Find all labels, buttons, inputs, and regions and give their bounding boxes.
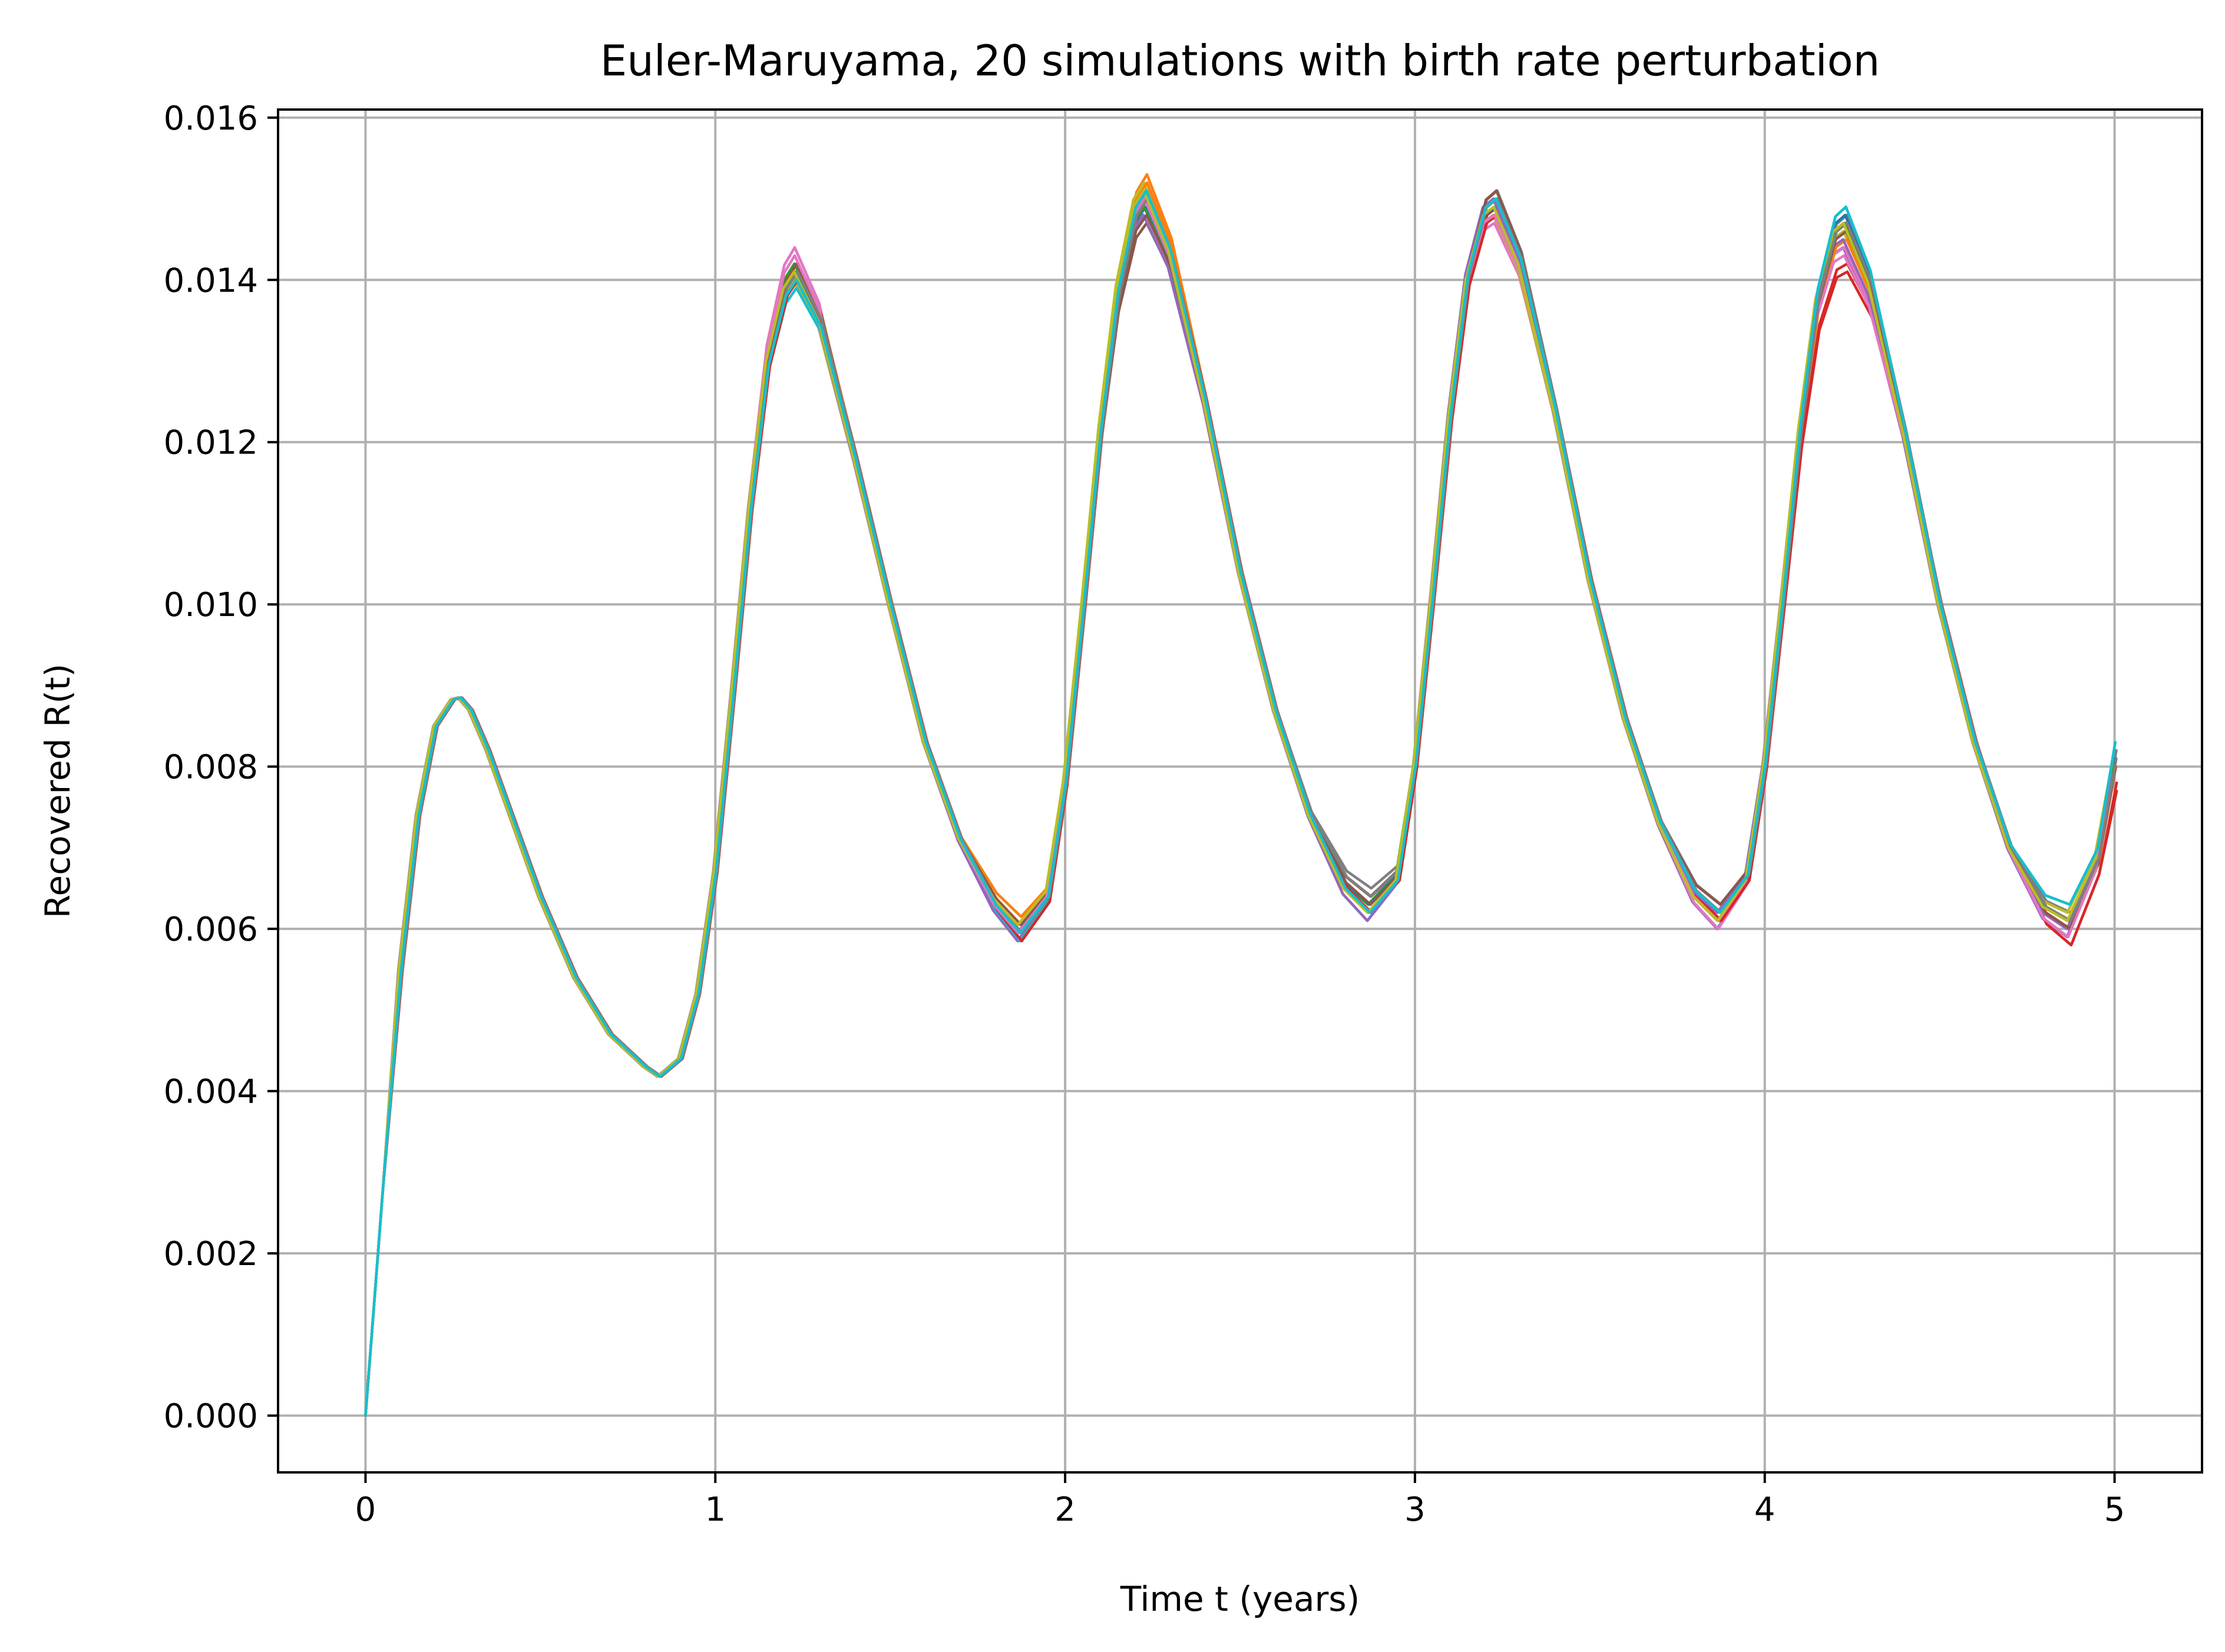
plot-frame: [277, 108, 2203, 1474]
y-tick-label: 0.008: [164, 749, 258, 787]
y-tick-label: 0.006: [164, 911, 258, 949]
y-tick-label: 0.002: [164, 1235, 258, 1273]
x-tick-label: 2: [1054, 1491, 1076, 1529]
ticks: 0 1 2 3 4 5 0.000 0.002 0.004 0.006 0.008 0.010 0.01…: [164, 100, 2125, 1529]
x-axis-label: Time t (years): [1120, 1579, 1360, 1619]
x-tick-label: 1: [705, 1491, 726, 1529]
x-tick-label: 3: [1404, 1491, 1426, 1529]
y-tick-label: 0.014: [164, 261, 258, 300]
x-tick-label: 4: [1754, 1491, 1776, 1529]
series-line-20: [364, 189, 2117, 1417]
y-tick-label: 0.004: [164, 1073, 258, 1111]
y-tick-label: 0.010: [164, 586, 258, 624]
x-tick-label: 0: [355, 1491, 376, 1529]
x-tick-label: 5: [2104, 1491, 2125, 1529]
y-axis-label: Recovered R(t): [38, 664, 78, 919]
chart-title: Euler-Maruyama, 20 simulations with birt…: [600, 36, 1880, 85]
series-line-19: [364, 189, 2114, 1417]
y-tick-label: 0.012: [164, 424, 258, 462]
y-tick-label: 0.016: [164, 100, 258, 138]
y-tick-label: 0.000: [164, 1398, 258, 1436]
series-group: [364, 173, 2118, 1417]
